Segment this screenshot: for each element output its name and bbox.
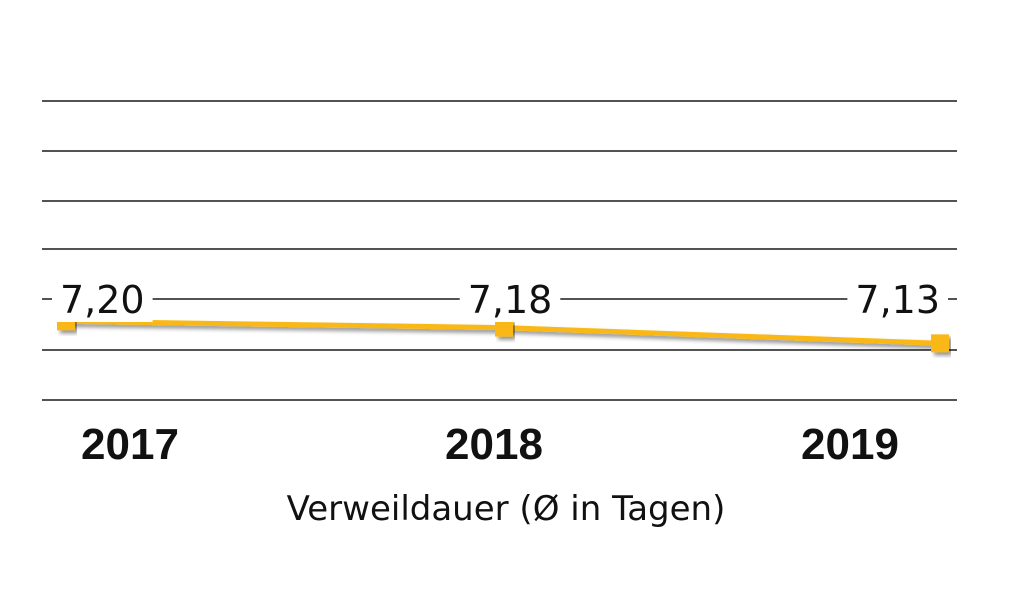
data-label-2018: 7,18 — [468, 278, 553, 322]
x-tick-2017: 2017 — [81, 420, 179, 469]
data-point-2018 — [495, 318, 513, 337]
data-point-2019 — [931, 334, 949, 353]
x-tick-2018: 2018 — [445, 420, 543, 469]
data-label-2019: 7,13 — [855, 278, 940, 322]
data-label-bg-2017 — [52, 278, 153, 322]
gridlines — [42, 100, 957, 401]
data-labels: 7,20 7,18 7,13 — [52, 278, 948, 322]
data-label-bg-2019 — [847, 278, 948, 322]
data-label-bg-2018 — [459, 278, 561, 322]
data-label-2017: 7,20 — [60, 278, 145, 322]
x-axis-ticks: 2017 2018 2019 — [81, 420, 899, 469]
chart-title: Verweildauer (Ø in Tagen) — [287, 489, 726, 529]
x-tick-2019: 2019 — [801, 420, 899, 469]
